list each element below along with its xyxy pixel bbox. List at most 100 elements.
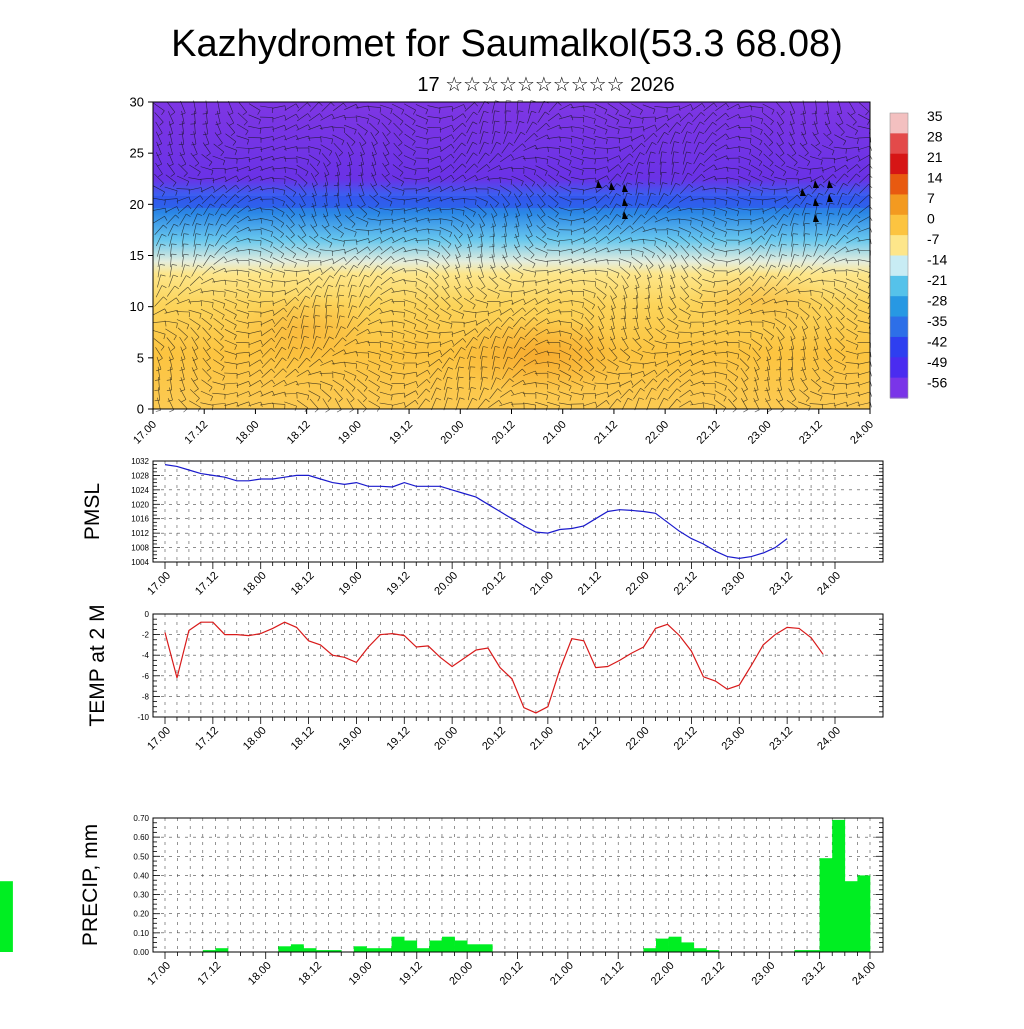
- x-tick-label: 22.00: [624, 725, 652, 753]
- x-tick-label: 22.12: [699, 960, 727, 988]
- x-tick-label: 21.00: [528, 570, 556, 598]
- colorbar-swatch: [890, 215, 908, 236]
- colorbar-swatch: [890, 256, 908, 277]
- x-tick-label: 17.12: [193, 570, 221, 598]
- y-axis-title: PMSL: [81, 483, 104, 540]
- precip-bar: [354, 946, 367, 952]
- wind-barb-flag: [743, 410, 747, 412]
- y-tick-label: 1004: [131, 558, 149, 567]
- x-tick-label: 23.12: [767, 725, 795, 753]
- y-tick-label: 0.30: [133, 891, 149, 900]
- colorbar-label: 0: [927, 211, 935, 227]
- wind-barb-flag: [326, 410, 330, 413]
- x-tick-label: 20.12: [480, 725, 508, 753]
- x-tick-label: 19.00: [347, 960, 375, 988]
- wind-barb-flag: [169, 410, 174, 412]
- x-tick-label: 19.12: [387, 419, 415, 447]
- x-tick-label: 23.12: [800, 960, 828, 988]
- colorbar-label: 14: [927, 170, 943, 186]
- x-tick-label: 20.12: [490, 419, 518, 447]
- colorbar-swatch: [890, 194, 908, 215]
- plot-frame: [153, 614, 883, 717]
- y-tick-label: 30: [130, 95, 144, 110]
- tick-marks: [153, 461, 883, 569]
- x-tick-label: 18.00: [234, 419, 262, 447]
- wind-barb-flag: [755, 410, 760, 412]
- precip-bar: [820, 858, 833, 952]
- y-tick-label: 1016: [131, 515, 149, 524]
- colorbar-swatch: [890, 378, 908, 399]
- precip-bar: [442, 937, 455, 952]
- x-tick-label: 24.00: [850, 960, 878, 988]
- x-tick-label: 18.12: [296, 960, 324, 988]
- x-tick-label: 17.00: [145, 960, 173, 988]
- x-tick-label: 22.00: [643, 419, 671, 447]
- precip-bar: [467, 944, 480, 952]
- colorbar-swatch: [890, 154, 908, 175]
- x-tick-label: 19.00: [336, 419, 364, 447]
- x-tick-label: 21.00: [548, 960, 576, 988]
- x-tick-label: 18.12: [289, 725, 317, 753]
- colorbar-swatch: [890, 235, 908, 256]
- y-tick-label: 0: [145, 610, 150, 619]
- precip-bar: [404, 941, 417, 953]
- x-tick-label: 18.00: [241, 725, 269, 753]
- precip-bar: [656, 939, 669, 952]
- x-tick-label: 22.12: [672, 570, 700, 598]
- precip-bar: [845, 881, 858, 952]
- x-tick-label: 22.00: [624, 570, 652, 598]
- x-tick-label: 20.00: [447, 960, 475, 988]
- x-tick-label: 20.00: [432, 725, 460, 753]
- chart-subtitle: 17 ☆☆☆☆☆☆☆☆☆☆ 2026: [417, 74, 674, 96]
- y-tick-label: 5: [137, 350, 144, 365]
- precip-bar: [278, 946, 291, 952]
- x-tick-label: 20.00: [438, 419, 466, 447]
- plot-frame: [153, 818, 883, 952]
- y-tick-label: 1008: [131, 544, 149, 553]
- precip-bar: [669, 937, 682, 952]
- x-tick-label: 24.00: [815, 725, 843, 753]
- y-tick-label: 10: [130, 299, 144, 314]
- colorbar-swatch: [890, 276, 908, 297]
- y-tick-label: 0.50: [133, 852, 149, 861]
- colorbar-label: -35: [927, 313, 947, 329]
- x-tick-label: 18.12: [289, 570, 317, 598]
- colorbar-label: -56: [927, 375, 947, 391]
- x-tick-label: 21.12: [592, 419, 620, 447]
- x-tick-label: 19.00: [337, 570, 365, 598]
- wind-barb-flag: [156, 410, 161, 411]
- precip-bar: [429, 941, 442, 953]
- grid: [153, 818, 883, 952]
- wind-barb-flag: [337, 410, 341, 412]
- tick-marks: [153, 818, 883, 959]
- colorbar-label: -42: [927, 334, 947, 350]
- y-tick-label: 0.60: [133, 833, 149, 842]
- x-tick-label: 21.12: [576, 570, 604, 598]
- x-tick-label: 17.00: [145, 725, 173, 753]
- precip-bar: [643, 948, 656, 952]
- precip-bar: [366, 948, 379, 952]
- x-tick-label: 20.12: [480, 570, 508, 598]
- precip-bar: [392, 937, 405, 952]
- y-tick-label: 0: [137, 402, 144, 417]
- colorbar-swatch: [890, 174, 908, 195]
- colorbar-swatch: [890, 296, 908, 317]
- colorbar-label: -14: [927, 252, 947, 268]
- precip-bar: [832, 820, 845, 952]
- precip-bar: [215, 948, 228, 952]
- x-tick-label: 23.00: [719, 570, 747, 598]
- y-tick-label: -4: [142, 651, 150, 660]
- x-tick-label: 17.00: [145, 570, 173, 598]
- y-tick-label: -6: [142, 672, 150, 681]
- precip-bar: [417, 948, 430, 952]
- wind-barb-flag: [350, 410, 354, 413]
- x-tick-label: 19.12: [397, 960, 425, 988]
- precip-bar: [455, 941, 468, 953]
- colorbar-label: -49: [927, 354, 947, 370]
- y-tick-label: -8: [142, 692, 150, 701]
- colorbar-label: 21: [927, 149, 943, 165]
- x-tick-label: 17.12: [193, 725, 221, 753]
